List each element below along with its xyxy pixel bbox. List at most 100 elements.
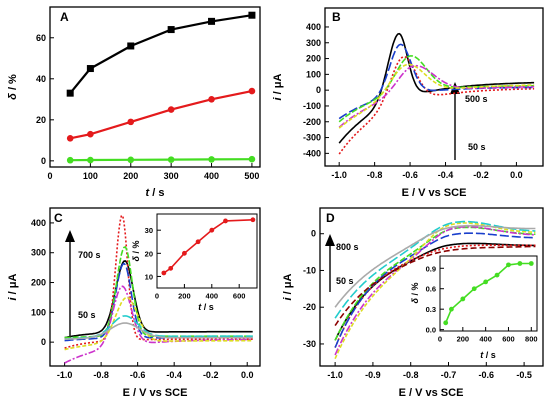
x-tick-label: -0.2 (203, 370, 219, 380)
x-tick-label: 0 (47, 171, 52, 181)
x-tick-label: 100 (83, 171, 98, 181)
x-tick-label: -0.6 (130, 370, 146, 380)
series-line (69, 90, 253, 140)
y-tick-label: -300 (303, 133, 321, 143)
inset-data-point (449, 306, 454, 312)
panel-c-inset-ylabel: δ / % (131, 240, 141, 261)
inset-data-point (168, 265, 174, 271)
x-tick-label: -0.8 (367, 170, 383, 180)
x-tick-label: 0 (438, 335, 442, 344)
inset-data-point (209, 227, 215, 233)
y-tick-label: 400 (306, 22, 321, 32)
data-point (248, 155, 256, 163)
panel-c-xlabel: E / V vs SCE (123, 387, 188, 399)
voltammogram-curve (64, 296, 253, 351)
panel-a-frame (49, 6, 261, 168)
inset-data-point (443, 320, 449, 326)
data-point (66, 156, 74, 164)
voltammogram-curve (334, 222, 536, 360)
data-point (248, 11, 256, 19)
series-line (70, 158, 252, 162)
panel-label-b: B (332, 10, 341, 24)
y-tick-label: 200 (31, 278, 46, 288)
panel-c-annotation-50s: 50 s (78, 310, 96, 320)
x-tick-label: 300 (164, 171, 179, 181)
panel-a-xlabel: t / s (146, 187, 165, 199)
y-tick-label: 40 (36, 74, 46, 84)
y-tick-label: 200 (306, 54, 321, 64)
voltammogram-curve (334, 232, 536, 348)
inset-data-point (471, 286, 477, 292)
inset-data-point (250, 217, 256, 223)
data-point (167, 26, 175, 34)
data-point (208, 156, 215, 163)
y-tick-label: 20 (145, 249, 153, 258)
panel-c-annotation-700s: 700 s (78, 250, 101, 260)
y-tick-label: 0 (41, 156, 46, 166)
inset-data-point (494, 272, 500, 278)
panel-d-frame (319, 207, 544, 367)
y-tick-label: 0.3 (426, 305, 436, 314)
panel-b-annotation-50s: 50 s (468, 142, 486, 152)
x-tick-label: 0 (155, 292, 159, 301)
voltammogram-curve (334, 244, 536, 348)
y-tick-label: 300 (306, 38, 321, 48)
y-tick-label: 400 (31, 218, 46, 228)
x-tick-label: 600 (502, 335, 515, 344)
voltammogram-curve (334, 225, 536, 356)
data-point (127, 42, 135, 50)
x-tick-label: 500 (244, 171, 259, 181)
y-tick-label: 0.0 (426, 326, 436, 335)
y-tick-label: -30 (303, 339, 316, 349)
inset-data-point (506, 262, 511, 268)
panel-c-frame (49, 207, 261, 367)
y-tick-label: 0 (316, 85, 321, 95)
panel-d-annotation-800s: 800 s (336, 242, 359, 252)
panel-label-a: A (60, 10, 69, 24)
data-point (127, 118, 135, 126)
y-tick-label: 0.9 (426, 264, 436, 273)
y-tick-label: 60 (36, 33, 46, 43)
y-tick-label: 0 (41, 337, 46, 347)
x-tick-label: -1.0 (57, 370, 73, 380)
x-tick-label: -0.4 (166, 370, 182, 380)
x-tick-label: -1.0 (327, 370, 343, 380)
data-point (208, 96, 215, 103)
x-tick-label: 200 (457, 335, 470, 344)
x-tick-label: 600 (233, 292, 246, 301)
panel-c-arrow (65, 230, 75, 340)
panel-d-inset-ylabel: δ / % (410, 282, 420, 303)
x-tick-label: -0.7 (441, 370, 457, 380)
inset-data-point (528, 261, 534, 266)
x-tick-label: -0.9 (365, 370, 381, 380)
x-tick-label: -0.6 (402, 170, 418, 180)
inset-data-point (181, 250, 187, 256)
x-tick-label: 400 (204, 171, 219, 181)
panel-d-annotation-50s: 50 s (336, 276, 354, 286)
panel-d-arrow (325, 234, 335, 292)
data-point (87, 156, 94, 164)
x-tick-label: -0.2 (473, 170, 489, 180)
y-tick-label: 0 (311, 229, 316, 239)
voltammogram-curve (334, 245, 536, 327)
x-tick-label: 400 (479, 335, 492, 344)
x-tick-label: 200 (178, 292, 191, 301)
voltammogram-curve (338, 64, 535, 128)
panel-d-ylabel: i / μA (282, 273, 294, 300)
y-tick-label: -200 (303, 117, 321, 127)
x-tick-label: 400 (206, 292, 219, 301)
series-line (69, 14, 253, 94)
data-point (127, 156, 135, 164)
y-tick-label: 300 (31, 248, 46, 258)
y-tick-label: 0.6 (426, 285, 436, 294)
x-tick-label: 800 (525, 335, 538, 344)
panel-d-inset-xlabel: t / s (480, 350, 496, 360)
inset-data-point (195, 239, 201, 245)
voltammogram-curve (338, 32, 535, 144)
panel-b-annotation-500s: 500 s (465, 94, 488, 104)
voltammogram-curve (64, 260, 253, 339)
inset-data-point (161, 270, 167, 276)
panel-d-inset-frame (439, 255, 538, 332)
inset-data-point (517, 261, 523, 266)
panel-c-inset-frame (156, 213, 258, 289)
